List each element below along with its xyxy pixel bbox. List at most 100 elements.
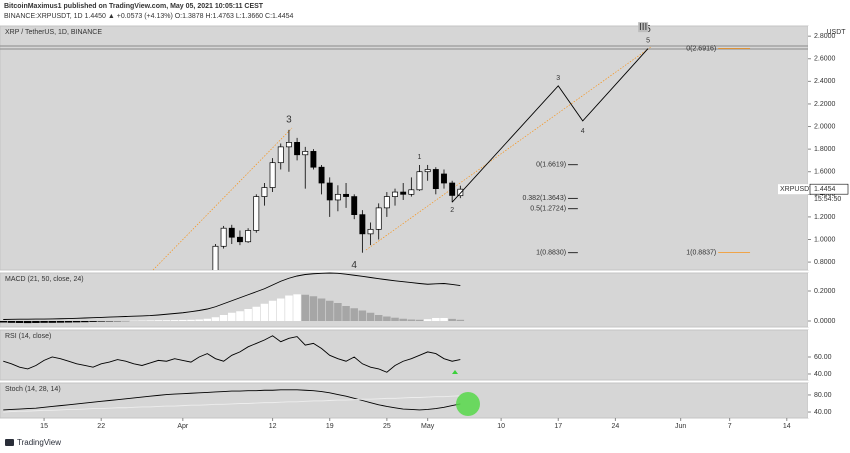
- panes: XRP / TetherUS, 1D, BINANCE 0.8000 1.0000 1…: [0, 22, 850, 430]
- macd-histogram-bar: [162, 320, 171, 321]
- pane-background: [0, 329, 809, 381]
- y-tick-label: 1.6000: [814, 169, 836, 176]
- header: BitcoinMaximus1 published on TradingView…: [4, 3, 294, 20]
- candle-body: [351, 196, 358, 215]
- y-tick-label: 0.2000: [814, 288, 836, 295]
- macd-histogram-bar: [383, 316, 391, 321]
- x-tick-label: 25: [383, 423, 391, 430]
- candle-body: [302, 151, 309, 156]
- macd-histogram-bar: [48, 321, 56, 323]
- symbol-tag: [778, 184, 810, 195]
- y-tick-label: 0.8000: [814, 259, 836, 266]
- candle-body: [237, 236, 243, 243]
- candle-body: [261, 187, 268, 197]
- y-tick-label: 40.00: [814, 409, 832, 416]
- candle-body: [212, 245, 219, 270]
- price-label: 1.4454: [814, 186, 836, 193]
- x-tick-label: Apr: [177, 423, 189, 430]
- candle-body: [245, 230, 252, 243]
- x-tick-label: Jun: [675, 423, 686, 430]
- macd-histogram-bar: [7, 321, 16, 323]
- macd-histogram-bar: [97, 321, 105, 322]
- wave-label: 4: [581, 128, 585, 135]
- candle-body: [375, 207, 382, 230]
- pane-background: [0, 25, 809, 271]
- macd-histogram-bar: [374, 315, 383, 321]
- macd-histogram-bar: [301, 294, 309, 321]
- macd-histogram-bar: [432, 318, 440, 321]
- wave-label: 5: [645, 24, 651, 35]
- macd-histogram-bar: [456, 319, 465, 321]
- y-tick-label: 2.6000: [814, 56, 836, 63]
- y-tick-label: 1.2000: [814, 214, 836, 221]
- y-tick-label: 80.00: [814, 392, 832, 399]
- author-line: BitcoinMaximus1 published on TradingView…: [4, 3, 264, 10]
- macd-histogram-bar: [391, 317, 399, 321]
- macd-histogram-bar: [252, 306, 261, 321]
- macd-line: [3, 272, 461, 320]
- y-tick-label: 1.8000: [814, 146, 836, 153]
- macd-histogram-bar: [203, 318, 212, 321]
- symbol-label: XRPUSDT: [780, 186, 814, 193]
- macd-histogram-bar: [415, 319, 424, 321]
- macd-histogram-bar: [342, 306, 350, 321]
- wave-box: [638, 22, 649, 33]
- candle-body: [228, 227, 235, 238]
- indicator-line: [3, 395, 461, 413]
- candle-body: [441, 173, 447, 184]
- x-tick-label: May: [421, 423, 435, 430]
- macd-histogram-bar: [211, 317, 220, 321]
- y-tick-label: 2.4000: [814, 78, 836, 85]
- macd-histogram-bar: [0, 321, 8, 323]
- candle-body: [416, 171, 423, 191]
- brand: TradingView: [17, 438, 61, 447]
- macd-histogram-bar: [317, 298, 326, 321]
- x-tick-label: 15: [40, 423, 48, 430]
- price-axis: [808, 273, 850, 327]
- y-tick-label: 1.0000: [814, 236, 836, 243]
- pane-title: RSI (14, close): [5, 333, 51, 340]
- macd-histogram-bar: [89, 321, 97, 322]
- fib-label: 1(0.8837): [686, 249, 716, 256]
- pane: XRP / TetherUS, 1D, BINANCE 0.8000 1.0000 1…: [0, 22, 850, 271]
- x-tick-label: 22: [97, 423, 105, 430]
- macd-histogram-bar: [146, 320, 154, 321]
- candle-body: [359, 214, 366, 235]
- macd-histogram-bar: [23, 321, 32, 324]
- macd-histogram-bar: [244, 309, 252, 321]
- macd-histogram-bar: [277, 298, 285, 321]
- wave-label: III: [639, 22, 647, 33]
- pane: Stoch (14, 28, 14) 40.00 80.00: [0, 382, 850, 419]
- macd-histogram-bar: [358, 310, 367, 321]
- macd-histogram-bar: [228, 312, 236, 321]
- y-axis-label: USDT: [826, 29, 846, 36]
- fib-label: 0.5(1.2724): [530, 206, 566, 213]
- x-tick-label: 12: [269, 423, 277, 430]
- candle-body: [220, 227, 227, 247]
- macd-histogram-bar: [236, 311, 244, 321]
- macd-histogram-bar: [407, 319, 416, 321]
- projection-line: [451, 48, 649, 203]
- pane: MACD (21, 50, close, 24) 0.0000 0.2000: [0, 272, 850, 328]
- macd-histogram-bar: [219, 315, 228, 321]
- pane-title: Stoch (14, 28, 14): [5, 386, 61, 393]
- y-tick-label: 0.0000: [814, 318, 836, 325]
- y-tick-label: 1.4000: [814, 191, 836, 198]
- macd-histogram-bar: [64, 321, 73, 323]
- macd-histogram-bar: [195, 319, 203, 321]
- candle-body: [383, 196, 390, 209]
- candle-body: [285, 142, 292, 148]
- macd-histogram-bar: [179, 319, 187, 321]
- fib-label: 0(2.6916): [686, 45, 716, 52]
- price-tag: [809, 183, 849, 195]
- wave-label: 3: [286, 114, 292, 125]
- symbol-line: BINANCE:XRPUSDT, 1D 1.4450 ▲ +0.0573 (+4…: [4, 13, 294, 20]
- pane-title: MACD (21, 50, close, 24): [5, 276, 84, 283]
- macd-histogram-bar: [309, 296, 318, 321]
- highlight-circle: [456, 392, 480, 416]
- macd-histogram-bar: [325, 300, 334, 321]
- candle-body: [457, 188, 464, 197]
- macd-histogram-bar: [81, 321, 89, 323]
- candle-body: [432, 169, 439, 190]
- fib-trend: [152, 127, 293, 271]
